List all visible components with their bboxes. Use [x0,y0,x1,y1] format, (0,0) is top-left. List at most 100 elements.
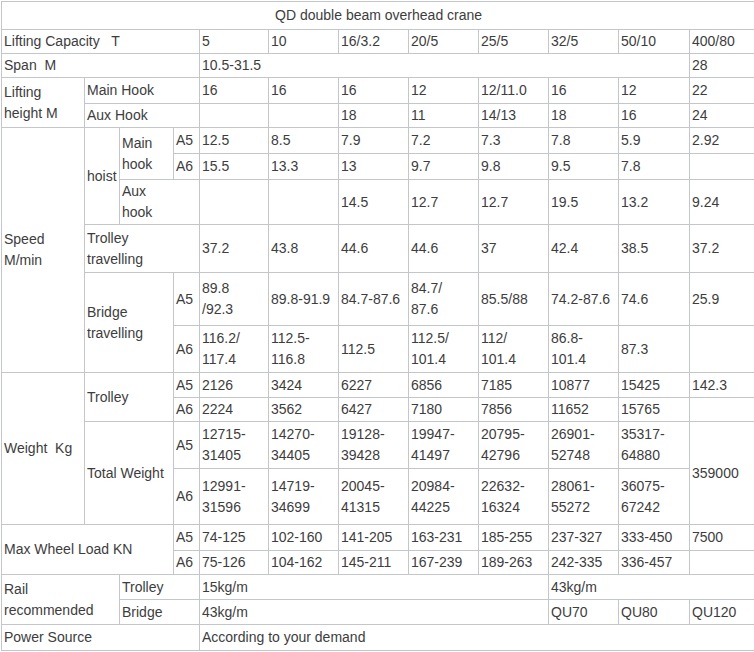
table-cell: 16 [549,78,619,104]
table-cell: 163-231 [409,525,479,551]
table-row: Weight KgTrolleyA52126342462276856718510… [2,373,754,398]
table-cell: 189-263 [479,551,549,575]
empty-cell [690,551,754,575]
table-cell: 20045- 41315 [339,469,409,525]
table-cell: 43kg/m [549,575,754,600]
table-cell: 89.8 /92.3 [200,273,269,326]
table-cell: 9.8 [479,154,549,180]
total-weight-label: Total Weight [85,422,174,525]
table-cell: 18 [549,104,619,128]
table-cell: 112.5/ 101.4 [409,326,479,373]
empty-cell [690,398,754,422]
duty-a5-label: A5 [174,128,200,154]
table-row: Total WeightA512715- 3140514270- 3440519… [2,422,754,469]
table-cell: 13.3 [269,154,339,180]
table-cell: 12/11.0 [479,78,549,104]
table-cell: 14719- 34699 [269,469,339,525]
aux-hook-label: Aux Hook [85,104,200,128]
duty-a5-label: A5 [174,422,200,469]
duty-a6-label: A6 [174,326,200,373]
table-cell: 16 [200,78,269,104]
table-cell: 9.7 [409,154,479,180]
table-cell: 7.9 [339,128,409,154]
table-cell: 50/10 [619,30,690,54]
empty-cell [269,180,339,225]
duty-a5-label: A5 [174,525,200,551]
duty-a5-label: A5 [174,273,200,326]
duty-a6-label: A6 [174,469,200,525]
table-cell: 6227 [339,373,409,398]
table-cell: 85.5/88 [479,273,549,326]
table-cell: 36075- 67242 [619,469,690,525]
table-cell: 43kg/m [200,600,549,625]
table-cell: 16/3.2 [339,30,409,54]
table-cell: 6856 [409,373,479,398]
table-cell: 9.24 [690,180,754,225]
empty-cell [200,180,269,225]
table-cell: 37.2 [690,225,754,273]
table-cell: 400/80 [690,30,754,54]
table-cell: 38.5 [619,225,690,273]
empty-cell [690,326,754,373]
table-cell: 7.3 [479,128,549,154]
table-row: Bridge travellingA589.8 /92.389.8-91.984… [2,273,754,326]
hoist-aux-hook-label: Aux hook [120,180,200,225]
table-cell: 7500 [690,525,754,551]
table-cell: 18 [339,104,409,128]
table-title: QD double beam overhead crane [2,2,754,30]
table-cell: 15.5 [200,154,269,180]
table-cell: 5.9 [619,128,690,154]
table-cell: 3562 [269,398,339,422]
table-cell: 14.5 [339,180,409,225]
hoist-label: hoist [85,128,120,225]
table-cell: 237-327 [549,525,619,551]
main-hook-label: Main Hook [85,78,200,104]
table-cell: 13 [339,154,409,180]
table-cell: 19128- 39428 [339,422,409,469]
table-cell: 37.2 [200,225,269,273]
table-cell: 359000 [690,422,754,525]
table-cell: 89.8-91.9 [269,273,339,326]
table-cell: 32/5 [549,30,619,54]
table-row: Trolley travelling37.243.844.644.63742.4… [2,225,754,273]
table-cell: 16 [339,78,409,104]
table-cell: 44.6 [409,225,479,273]
table-cell: 75-126 [200,551,269,575]
power-source-label: Power Source [2,625,200,651]
table-cell: 11 [409,104,479,128]
table-cell: 2126 [200,373,269,398]
table-cell: 7180 [409,398,479,422]
table-cell: 2224 [200,398,269,422]
duty-a6-label: A6 [174,551,200,575]
table-row: Speed M/minhoistMain hookA512.58.57.97.2… [2,128,754,154]
table-cell: 20/5 [409,30,479,54]
table-cell: 15425 [619,373,690,398]
empty-cell [269,104,339,128]
table-cell: 43.8 [269,225,339,273]
table-cell: 112/ 101.4 [479,326,549,373]
table-cell: QU70 [549,600,619,625]
table-cell: 12.7 [479,180,549,225]
table-cell: 14270- 34405 [269,422,339,469]
rail-trolley-label: Trolley [120,575,200,600]
table-cell: 28 [690,54,754,78]
trolley-weight-label: Trolley [85,373,174,422]
table-cell: 2.92 [690,128,754,154]
table-cell: 9.5 [549,154,619,180]
table-cell: 84.7/ 87.6 [409,273,479,326]
table-row: Power SourceAccording to your demand [2,625,754,651]
table-cell: 35317- 64880 [619,422,690,469]
table-cell: 44.6 [339,225,409,273]
table-cell: 12715- 31405 [200,422,269,469]
table-cell: 19947- 41497 [409,422,479,469]
hoist-main-hook-label: Main hook [120,128,174,180]
table-cell: QU120 [690,600,754,625]
table-cell: 25.9 [690,273,754,326]
table-row: Span M10.5-31.528 [2,54,754,78]
table-cell: 12 [409,78,479,104]
table-cell: 15kg/m [200,575,549,600]
table-cell: 87.3 [619,326,690,373]
table-cell: 112.5- 116.8 [269,326,339,373]
table-row: Aux Hook181114/13181624 [2,104,754,128]
table-cell: 12 [619,78,690,104]
